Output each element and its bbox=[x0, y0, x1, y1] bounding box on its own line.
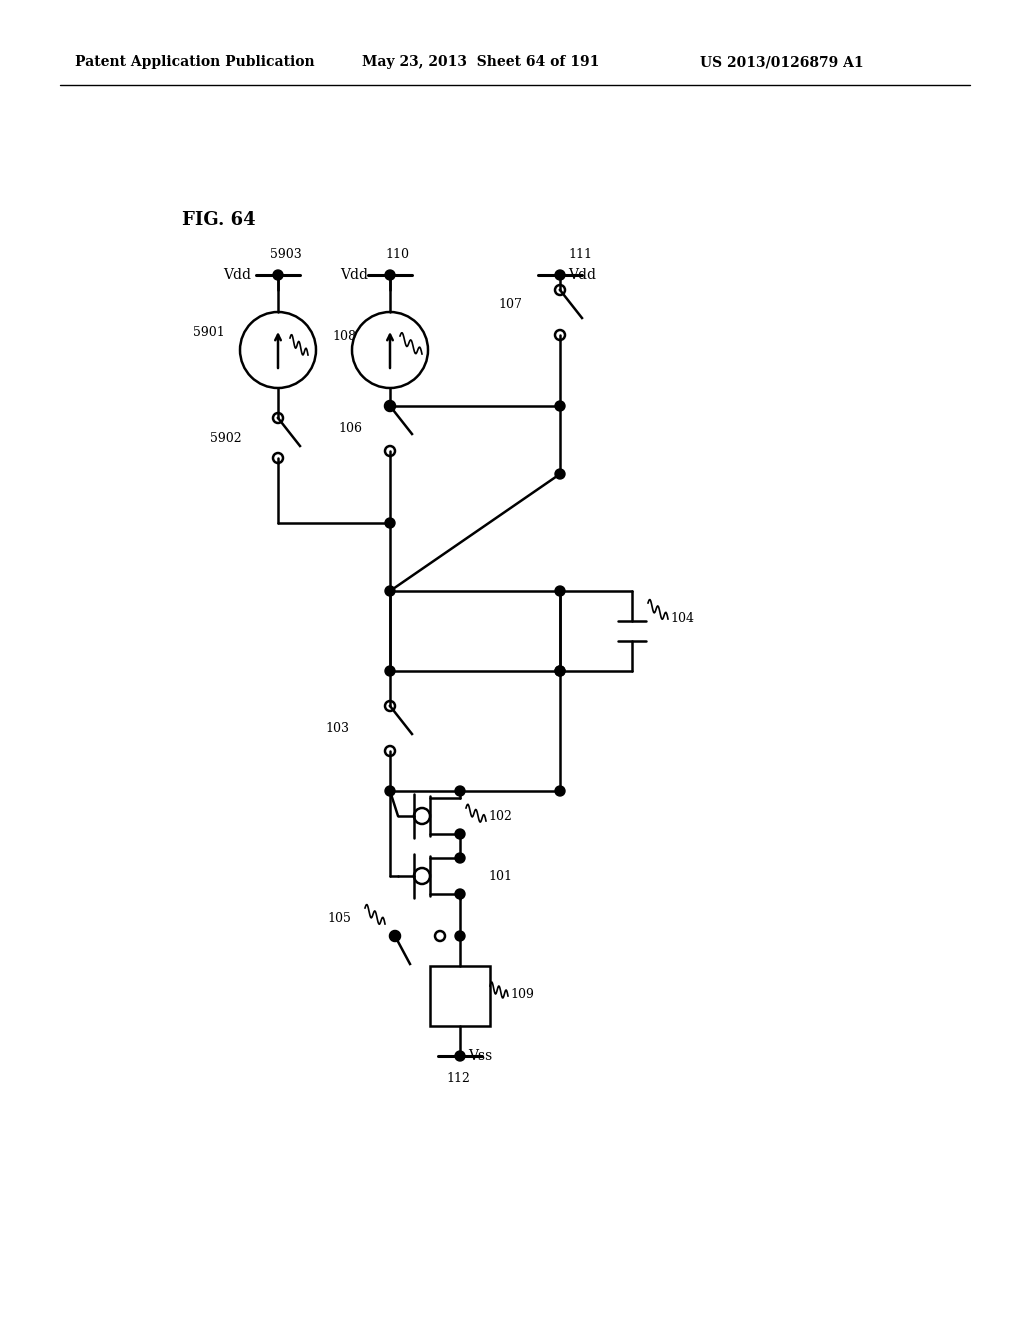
Text: Vss: Vss bbox=[468, 1049, 493, 1063]
Circle shape bbox=[555, 401, 565, 411]
Text: 103: 103 bbox=[325, 722, 349, 734]
Text: 109: 109 bbox=[510, 987, 534, 1001]
Text: 5901: 5901 bbox=[193, 326, 224, 338]
Circle shape bbox=[455, 853, 465, 863]
Text: 101: 101 bbox=[488, 870, 512, 883]
Text: Vdd: Vdd bbox=[340, 268, 368, 282]
Text: 105: 105 bbox=[327, 912, 351, 924]
Circle shape bbox=[455, 931, 465, 941]
Text: 107: 107 bbox=[498, 298, 522, 312]
Circle shape bbox=[385, 586, 395, 597]
Circle shape bbox=[390, 931, 400, 941]
Text: Patent Application Publication: Patent Application Publication bbox=[75, 55, 314, 69]
Circle shape bbox=[555, 667, 565, 676]
Circle shape bbox=[555, 586, 565, 597]
Text: Vdd: Vdd bbox=[223, 268, 251, 282]
Circle shape bbox=[385, 785, 395, 796]
Circle shape bbox=[273, 271, 283, 280]
Text: FIG. 64: FIG. 64 bbox=[182, 211, 256, 228]
Text: 5902: 5902 bbox=[210, 432, 242, 445]
Circle shape bbox=[555, 785, 565, 796]
Circle shape bbox=[385, 667, 395, 676]
Circle shape bbox=[385, 517, 395, 528]
Circle shape bbox=[555, 667, 565, 676]
Circle shape bbox=[385, 271, 395, 280]
Circle shape bbox=[455, 1051, 465, 1061]
Circle shape bbox=[385, 401, 395, 411]
Circle shape bbox=[455, 829, 465, 840]
Text: 111: 111 bbox=[568, 248, 592, 261]
Text: US 2013/0126879 A1: US 2013/0126879 A1 bbox=[700, 55, 863, 69]
Text: 5903: 5903 bbox=[270, 248, 302, 261]
Text: 108: 108 bbox=[332, 330, 356, 342]
Text: 104: 104 bbox=[670, 612, 694, 626]
Text: 106: 106 bbox=[338, 421, 362, 434]
Circle shape bbox=[555, 271, 565, 280]
Text: 102: 102 bbox=[488, 809, 512, 822]
Bar bbox=[430, 966, 490, 1026]
Text: 110: 110 bbox=[385, 248, 409, 261]
Circle shape bbox=[455, 888, 465, 899]
Text: 112: 112 bbox=[446, 1072, 470, 1085]
Circle shape bbox=[455, 785, 465, 796]
Circle shape bbox=[555, 469, 565, 479]
Text: May 23, 2013  Sheet 64 of 191: May 23, 2013 Sheet 64 of 191 bbox=[362, 55, 599, 69]
Text: Vdd: Vdd bbox=[568, 268, 596, 282]
